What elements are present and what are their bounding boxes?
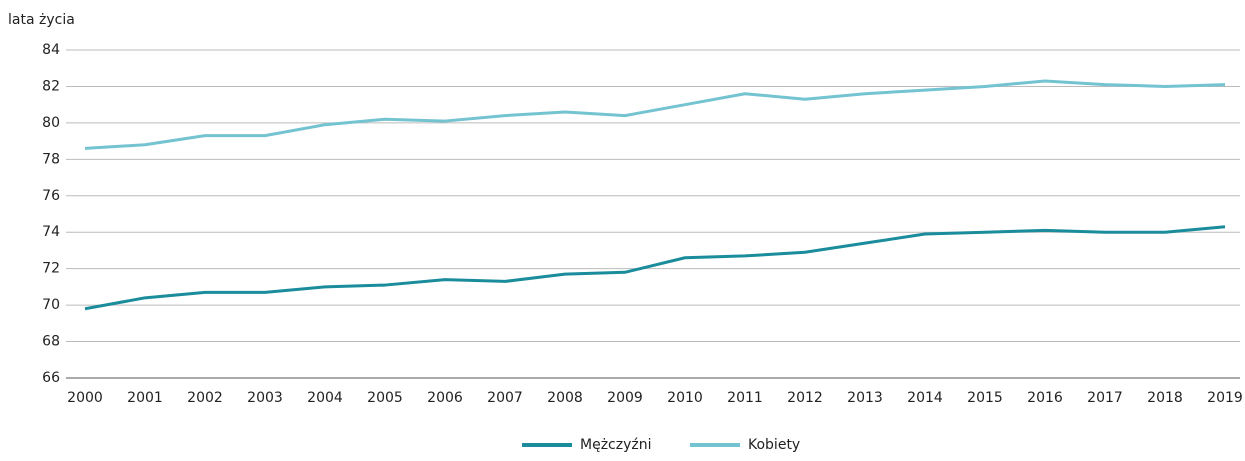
- x-tick-label: 2005: [367, 390, 403, 406]
- y-tick-label: 72: [42, 261, 60, 277]
- x-tick-label: 2015: [967, 390, 1003, 406]
- x-tick-label: 2007: [487, 390, 523, 406]
- y-axis-label: lata życia: [8, 12, 75, 28]
- x-tick-label: 2009: [607, 390, 643, 406]
- series-line: [84, 79, 1226, 150]
- y-tick-label: 78: [42, 151, 60, 167]
- y-tick-label: 82: [42, 78, 60, 94]
- y-tick-label: 84: [42, 42, 60, 58]
- x-tick-label: 2018: [1147, 390, 1183, 406]
- x-tick-label: 2010: [667, 390, 703, 406]
- x-tick-label: 2002: [187, 390, 223, 406]
- y-tick-label: 80: [42, 115, 60, 131]
- x-tick-label: 2004: [307, 390, 343, 406]
- legend-label: Mężczyźni: [580, 437, 651, 453]
- x-tick-label: 2008: [547, 390, 583, 406]
- x-tick-label: 2003: [247, 390, 283, 406]
- x-tick-label: 2001: [127, 390, 163, 406]
- x-tick-label: 2011: [727, 390, 763, 406]
- series-line: [84, 225, 1226, 311]
- x-tick-label: 2000: [67, 390, 103, 406]
- x-tick-label: 2016: [1027, 390, 1063, 406]
- y-tick-label: 70: [42, 297, 60, 313]
- x-tick-label: 2019: [1207, 390, 1243, 406]
- y-tick-label: 68: [42, 334, 60, 350]
- y-tick-label: 66: [42, 370, 60, 386]
- x-tick-label: 2014: [907, 390, 943, 406]
- y-tick-label: 74: [42, 224, 60, 240]
- x-tick-label: 2006: [427, 390, 463, 406]
- x-tick-label: 2012: [787, 390, 823, 406]
- legend-label: Kobiety: [748, 437, 800, 453]
- x-tick-label: 2013: [847, 390, 883, 406]
- x-tick-label: 2017: [1087, 390, 1123, 406]
- y-tick-label: 76: [42, 188, 60, 204]
